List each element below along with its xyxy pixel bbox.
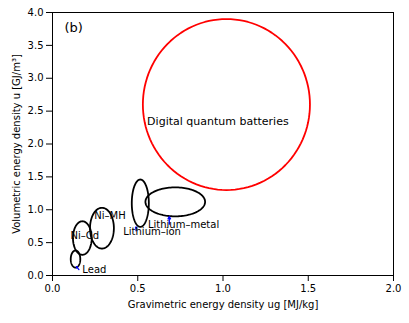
svg-text:2.5: 2.5 <box>28 105 44 116</box>
svg-text:1.5: 1.5 <box>300 283 316 294</box>
svg-text:(b): (b) <box>65 20 83 35</box>
svg-text:0.5: 0.5 <box>28 237 44 248</box>
svg-text:Gravimetric energy density ug: Gravimetric energy density ug [MJ/kg] <box>128 299 319 310</box>
svg-text:Volumetric energy density u [G: Volumetric energy density u [GJ/m³] <box>11 54 22 234</box>
svg-text:4.0: 4.0 <box>28 7 44 18</box>
svg-text:Digital quantum batteries: Digital quantum batteries <box>147 115 289 128</box>
svg-text:3.5: 3.5 <box>28 40 44 51</box>
svg-text:0.0: 0.0 <box>28 270 44 281</box>
svg-text:1.0: 1.0 <box>215 283 231 294</box>
svg-text:Lead: Lead <box>82 264 106 275</box>
svg-text:Ni–Cd: Ni–Cd <box>70 230 99 241</box>
svg-text:0.5: 0.5 <box>130 283 146 294</box>
svg-text:Lithium–ion: Lithium–ion <box>123 225 181 237</box>
svg-text:2.0: 2.0 <box>28 138 44 149</box>
svg-text:2.0: 2.0 <box>386 283 402 294</box>
svg-text:0.0: 0.0 <box>45 283 61 294</box>
svg-text:1.5: 1.5 <box>28 171 44 182</box>
svg-text:3.0: 3.0 <box>28 72 44 83</box>
svg-text:Lithium–metal: Lithium–metal <box>148 219 219 230</box>
svg-text:Ni–MH: Ni–MH <box>94 210 125 221</box>
svg-text:1.0: 1.0 <box>28 204 44 215</box>
